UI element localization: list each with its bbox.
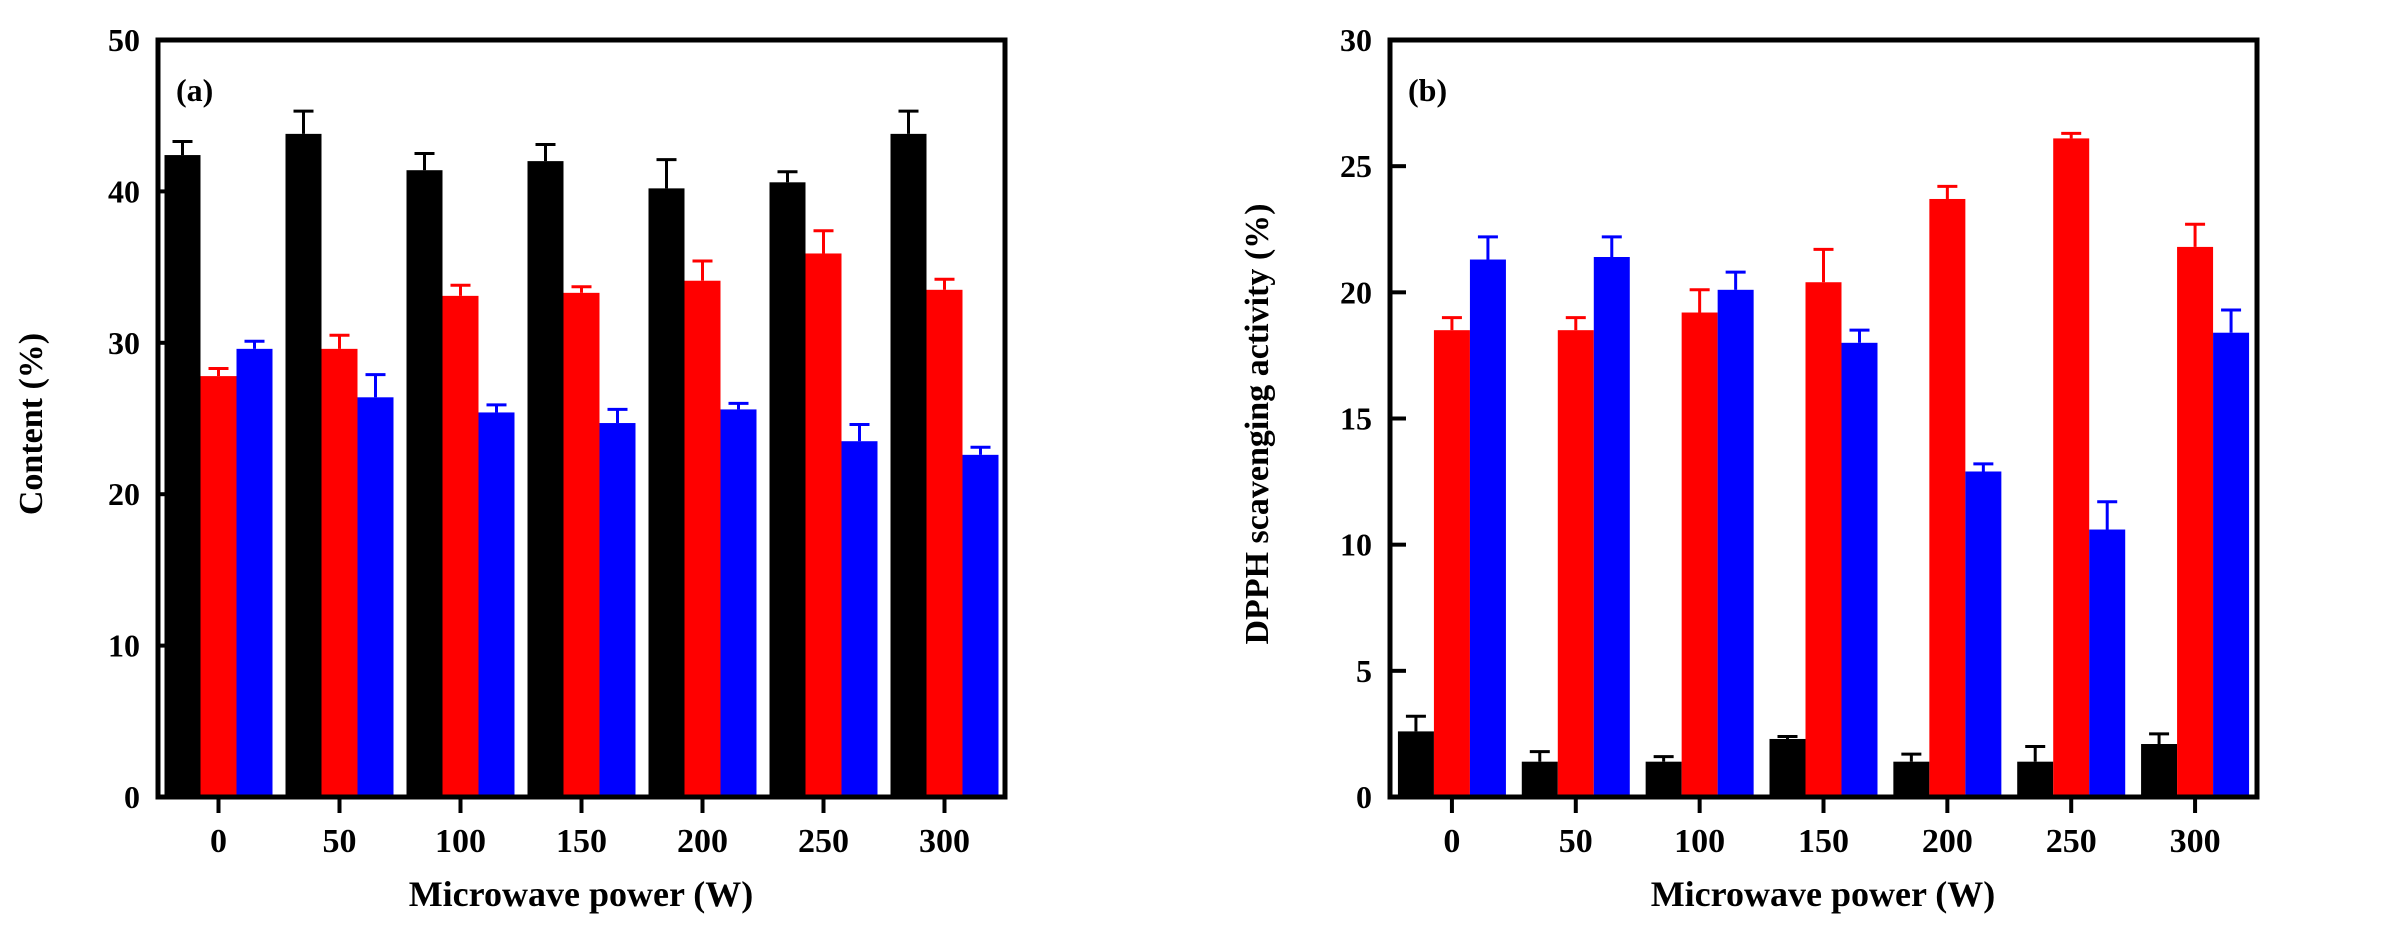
- bar-b-series-1-0: [1397, 731, 1434, 797]
- bar-a-series-2-250: [805, 253, 842, 797]
- bar-b-series-3-0: [1469, 259, 1506, 797]
- x-tick-label-a-50: 50: [323, 823, 357, 860]
- bar-b-series-3-200: [1965, 471, 2002, 797]
- bar-a-series-1-100: [406, 170, 443, 798]
- bar-a-series-3-300: [962, 454, 999, 797]
- bar-a-series-2-300: [926, 289, 963, 797]
- x-tick-label-a-250: 250: [798, 823, 849, 860]
- x-tick-label-b-100: 100: [1674, 823, 1725, 860]
- y-tick-label-b-25: 25: [1340, 148, 1372, 184]
- x-tick-label-a-200: 200: [677, 823, 728, 860]
- y-axis-label-a: Content (%): [13, 333, 50, 515]
- chart-panel-a: Content (%) Microwave power (W) (a) 0 10 2…: [13, 22, 1008, 914]
- bar-b-series-1-50: [1521, 761, 1558, 797]
- y-tick-label-a-30: 30: [108, 325, 140, 361]
- x-axis-label-a: Microwave power (W): [409, 874, 754, 914]
- bar-b-series-3-50: [1593, 257, 1630, 797]
- bar-a-series-3-250: [841, 441, 878, 797]
- bar-b-series-3-250: [2089, 529, 2126, 797]
- bar-b-series-2-50: [1557, 330, 1594, 797]
- x-tick-label-a-100: 100: [435, 823, 486, 860]
- y-tick-label-a-40: 40: [108, 173, 140, 209]
- y-tick-label-a-50: 50: [108, 22, 140, 58]
- bar-b-series-2-100: [1681, 312, 1718, 797]
- bar-a-series-2-0: [200, 376, 237, 797]
- bar-a-series-2-200: [684, 280, 721, 797]
- y-axis-label-b: DPPH scavenging activity (%): [1239, 204, 1276, 645]
- x-tick-label-b-200: 200: [1922, 823, 1973, 860]
- bar-a-series-2-50: [321, 348, 358, 797]
- y-tick-label-b-20: 20: [1340, 274, 1372, 310]
- bar-b-series-1-300: [2141, 744, 2178, 797]
- x-tick-label-a-0: 0: [210, 823, 227, 860]
- bar-a-series-1-200: [648, 188, 685, 797]
- y-tick-label-a-10: 10: [108, 628, 140, 664]
- bar-a-series-3-50: [357, 397, 394, 797]
- bar-b-series-2-200: [1929, 198, 1966, 798]
- bar-b-series-3-150: [1841, 342, 1878, 797]
- y-tick-label-a-20: 20: [108, 476, 140, 512]
- bar-a-series-1-50: [285, 133, 322, 798]
- bar-b-series-1-250: [2017, 761, 2054, 797]
- x-tick-label-b-50: 50: [1559, 823, 1593, 860]
- bar-a-series-1-0: [164, 155, 201, 798]
- x-tick-label-b-0: 0: [1443, 823, 1460, 860]
- bar-b-series-2-300: [2177, 246, 2214, 797]
- y-tick-label-b-5: 5: [1356, 653, 1372, 689]
- chart-panel-b: DPPH scavenging activity (%) Microwave p…: [1239, 22, 2260, 914]
- panel-label-b: (b): [1408, 72, 1447, 108]
- bar-a-series-3-200: [720, 409, 757, 797]
- bar-b-series-2-250: [2053, 138, 2090, 797]
- bar-a-series-3-150: [599, 423, 636, 797]
- y-tick-label-b-15: 15: [1340, 401, 1372, 437]
- bar-a-series-1-300: [890, 133, 927, 798]
- bar-a-series-1-250: [769, 182, 806, 798]
- bar-b-series-3-100: [1717, 289, 1754, 797]
- bar-b-series-3-300: [2213, 332, 2250, 797]
- y-tick-label-a-0: 0: [124, 779, 140, 815]
- bar-b-series-1-100: [1645, 761, 1682, 797]
- x-axis-label-b: Microwave power (W): [1651, 874, 1996, 914]
- bar-a-series-3-0: [236, 348, 273, 797]
- x-tick-label-a-300: 300: [919, 823, 970, 860]
- x-tick-label-b-250: 250: [2046, 823, 2097, 860]
- bar-b-series-1-150: [1769, 738, 1806, 797]
- panel-label-a: (a): [176, 72, 213, 108]
- y-tick-label-b-0: 0: [1356, 779, 1372, 815]
- x-tick-label-b-150: 150: [1798, 823, 1849, 860]
- x-tick-label-a-150: 150: [556, 823, 607, 860]
- bar-a-series-1-150: [527, 161, 564, 797]
- y-tick-label-b-10: 10: [1340, 527, 1372, 563]
- bar-b-series-2-0: [1433, 330, 1470, 797]
- bar-a-series-2-150: [563, 292, 600, 797]
- bar-b-series-1-200: [1893, 761, 1930, 797]
- bar-a-series-3-100: [478, 412, 515, 797]
- y-tick-label-b-30: 30: [1340, 22, 1372, 58]
- x-tick-label-b-300: 300: [2170, 823, 2221, 860]
- bar-b-series-2-150: [1805, 282, 1842, 797]
- bar-a-series-2-100: [442, 295, 479, 797]
